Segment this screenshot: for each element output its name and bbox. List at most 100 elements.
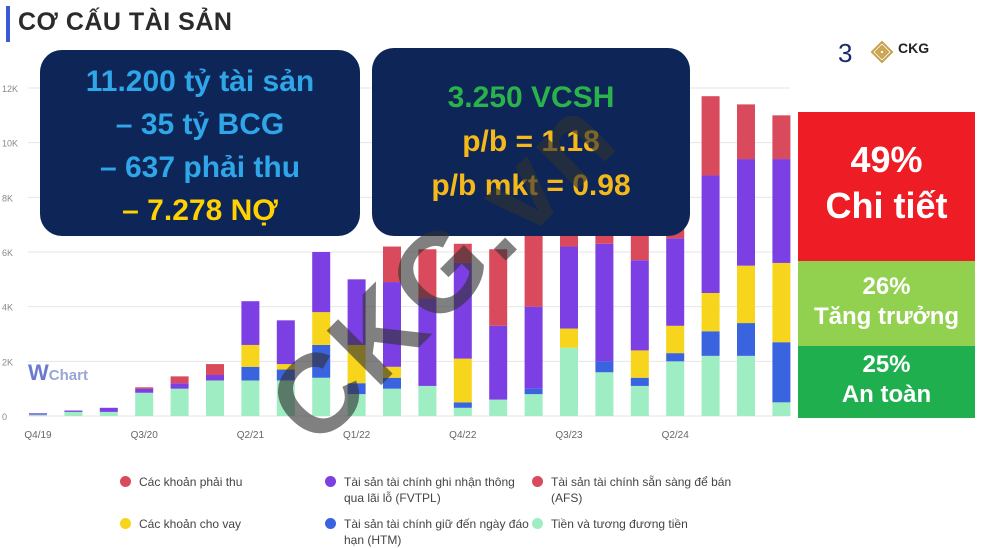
bar-segment xyxy=(29,414,47,416)
equity-summary-box: 3.250 VCSH p/b = 1.18 p/b mkt = 0.98 xyxy=(372,48,690,236)
bar-segment xyxy=(206,375,224,381)
y-tick-label: 12K xyxy=(2,84,18,94)
legend-label: Tài sản tài chính giữ đến ngày đáo hạn (… xyxy=(344,517,529,547)
bar-segment xyxy=(737,104,755,160)
logo-text: CKG xyxy=(898,40,930,56)
asset-summary-box: 11.200 tỷ tài sản – 35 tỷ BCG – 637 phải… xyxy=(40,50,360,236)
legend-label: Tài sản tài chính sẵn sàng để bán (AFS) xyxy=(551,475,732,505)
legend-item: Tài sản tài chính sẵn sàng để bán (AFS) xyxy=(532,474,732,506)
bar-segment xyxy=(772,402,791,416)
bar-segment xyxy=(453,402,472,408)
legend-swatch xyxy=(532,518,543,529)
legend-swatch xyxy=(120,518,131,529)
pb-market-line: p/b mkt = 0.98 xyxy=(431,169,631,202)
bar-segment xyxy=(64,411,83,416)
bar-segment xyxy=(701,96,720,176)
bar-segment xyxy=(630,260,649,351)
legend-label: Các khoản phải thu xyxy=(139,475,243,489)
legend-swatch xyxy=(120,476,131,487)
y-tick-label: 4K xyxy=(2,303,13,313)
legend-swatch xyxy=(532,476,543,487)
bar-segment xyxy=(630,350,649,378)
bar-segment xyxy=(241,380,260,416)
bar-segment xyxy=(276,320,295,365)
bar-segment xyxy=(630,385,649,416)
bar-segment xyxy=(135,388,154,393)
bar-segment xyxy=(737,265,755,324)
bar-segment xyxy=(737,159,755,266)
bar-segment xyxy=(29,413,47,415)
page-title: CƠ CẤU TÀI SẢN xyxy=(18,8,233,36)
bar-segment xyxy=(135,387,154,389)
bar-segment xyxy=(560,347,578,416)
bar-segment xyxy=(99,407,118,412)
legend-label: Tài sản tài chính ghi nhận thông qua lãi… xyxy=(344,475,515,505)
detail-panel: 49% Chi tiết xyxy=(798,112,975,261)
legend-swatch xyxy=(325,476,336,487)
chart-brand-logo: WChart xyxy=(28,360,88,385)
bar-segment xyxy=(737,355,755,416)
bar-segment xyxy=(206,364,224,375)
bar-segment xyxy=(595,361,614,373)
bar-segment xyxy=(524,394,543,416)
x-tick-label: Q3/23 xyxy=(555,430,583,441)
bar-segment xyxy=(276,380,295,416)
safe-panel: 25% An toàn xyxy=(798,346,975,418)
title-accent-bar xyxy=(6,6,10,42)
stacked-bar-chart: 0 2K 4K 6K 8K 10K 12K Q4/19 Q3/20 Q2/21 Q1/22 Q4/22… xyxy=(2,84,791,441)
bar-segment xyxy=(772,159,791,263)
x-tick-label: Q3/20 xyxy=(131,430,159,441)
legend-label: Các khoản cho vay xyxy=(139,517,242,531)
bar-segment xyxy=(666,325,685,354)
debt-line: – 7.278 NỢ xyxy=(122,194,278,227)
bar-segment xyxy=(453,358,472,403)
receivables-line: – 637 phải thu xyxy=(99,151,301,184)
bar-segment xyxy=(772,115,791,160)
bar-segment xyxy=(241,344,260,367)
bcg-line: – 35 tỷ BCG xyxy=(115,108,285,141)
bar-segment xyxy=(453,407,472,416)
bar-segment xyxy=(595,372,614,416)
bar-segment xyxy=(347,394,366,416)
x-tick-label: Q4/19 xyxy=(24,430,52,441)
x-tick-label: Q2/21 xyxy=(237,430,265,441)
bar-segment xyxy=(135,392,154,416)
y-tick-label: 0 xyxy=(2,412,7,422)
bar-segment xyxy=(241,301,260,345)
bar-segment xyxy=(453,243,472,263)
slide-number: 3 xyxy=(838,38,853,68)
bar-segment xyxy=(347,279,366,345)
growth-panel: 26% Tăng trưởng xyxy=(798,261,975,346)
bar-segment xyxy=(737,323,755,356)
bar-segment xyxy=(701,293,720,332)
pb-line: p/b = 1.18 xyxy=(462,125,600,158)
bar-segment xyxy=(666,353,685,362)
bar-segment xyxy=(170,376,189,384)
bar-segment xyxy=(489,325,508,400)
bar-segment xyxy=(666,361,685,416)
bar-segment xyxy=(489,399,508,416)
y-tick-label: 8K xyxy=(2,193,13,203)
bar-segment xyxy=(701,355,720,416)
growth-label: Tăng trưởng xyxy=(813,303,960,330)
legend-label: Tiền và tương đương tiền xyxy=(551,517,688,531)
detail-percent: 49% xyxy=(850,139,923,180)
bar-segment xyxy=(383,282,401,367)
bar-segment xyxy=(170,383,189,389)
legend-item: Tiền và tương đương tiền xyxy=(532,516,732,532)
bar-segment xyxy=(489,249,508,326)
bar-segment xyxy=(772,342,791,403)
safe-percent: 25% xyxy=(862,351,911,378)
bar-segment xyxy=(418,249,437,299)
safe-label: An toàn xyxy=(841,381,932,408)
bar-segment xyxy=(383,377,401,389)
bar-segment xyxy=(347,383,366,395)
y-tick-label: 6K xyxy=(2,248,13,258)
detail-label: Chi tiết xyxy=(825,185,948,226)
x-tick-label: Q1/22 xyxy=(343,430,371,441)
bar-segment xyxy=(312,377,331,416)
bar-segment xyxy=(772,262,791,343)
legend-item: Các khoản phải thu xyxy=(120,474,310,490)
bar-segment xyxy=(383,246,401,283)
bar-segment xyxy=(666,238,685,326)
